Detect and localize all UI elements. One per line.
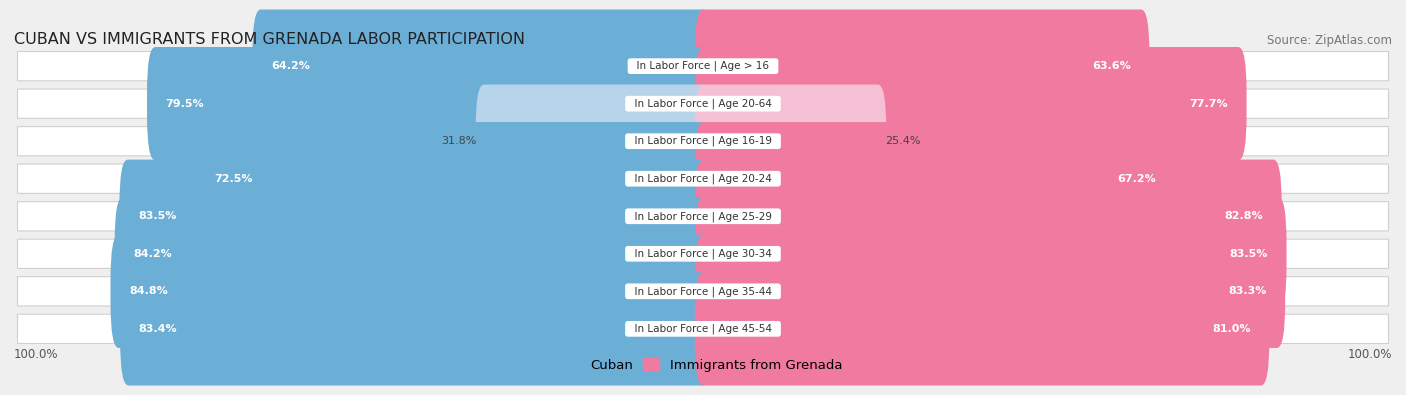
Text: 79.5%: 79.5% xyxy=(166,99,204,109)
Text: 83.5%: 83.5% xyxy=(138,211,176,221)
Legend: Cuban, Immigrants from Grenada: Cuban, Immigrants from Grenada xyxy=(558,353,848,377)
Text: In Labor Force | Age 20-24: In Labor Force | Age 20-24 xyxy=(628,173,778,184)
Text: 77.7%: 77.7% xyxy=(1189,99,1227,109)
Text: In Labor Force | Age > 16: In Labor Force | Age > 16 xyxy=(630,61,776,71)
Text: 63.6%: 63.6% xyxy=(1092,61,1130,71)
FancyBboxPatch shape xyxy=(695,235,1285,348)
Text: 83.5%: 83.5% xyxy=(1230,249,1268,259)
Text: 100.0%: 100.0% xyxy=(1347,348,1392,361)
FancyBboxPatch shape xyxy=(115,197,711,310)
FancyBboxPatch shape xyxy=(17,164,1389,194)
Text: 67.2%: 67.2% xyxy=(1116,174,1156,184)
FancyBboxPatch shape xyxy=(17,51,1389,81)
Text: Source: ZipAtlas.com: Source: ZipAtlas.com xyxy=(1267,34,1392,47)
FancyBboxPatch shape xyxy=(120,272,711,386)
Text: 64.2%: 64.2% xyxy=(271,61,309,71)
Text: In Labor Force | Age 16-19: In Labor Force | Age 16-19 xyxy=(627,136,779,147)
FancyBboxPatch shape xyxy=(253,9,711,123)
Text: 31.8%: 31.8% xyxy=(441,136,477,146)
Text: 25.4%: 25.4% xyxy=(884,136,921,146)
FancyBboxPatch shape xyxy=(17,89,1389,118)
Text: CUBAN VS IMMIGRANTS FROM GRENADA LABOR PARTICIPATION: CUBAN VS IMMIGRANTS FROM GRENADA LABOR P… xyxy=(14,32,524,47)
Text: 81.0%: 81.0% xyxy=(1212,324,1251,334)
FancyBboxPatch shape xyxy=(695,122,1174,235)
FancyBboxPatch shape xyxy=(695,272,1270,386)
Text: 72.5%: 72.5% xyxy=(214,174,252,184)
Text: 82.8%: 82.8% xyxy=(1225,211,1263,221)
FancyBboxPatch shape xyxy=(475,85,711,198)
FancyBboxPatch shape xyxy=(695,160,1282,273)
FancyBboxPatch shape xyxy=(695,197,1286,310)
FancyBboxPatch shape xyxy=(695,85,886,198)
FancyBboxPatch shape xyxy=(195,122,711,235)
Text: 83.4%: 83.4% xyxy=(139,324,177,334)
Text: In Labor Force | Age 35-44: In Labor Force | Age 35-44 xyxy=(627,286,779,297)
FancyBboxPatch shape xyxy=(111,235,711,348)
Text: 83.3%: 83.3% xyxy=(1229,286,1267,296)
FancyBboxPatch shape xyxy=(17,126,1389,156)
FancyBboxPatch shape xyxy=(695,9,1150,123)
Text: 100.0%: 100.0% xyxy=(14,348,59,361)
Text: In Labor Force | Age 30-34: In Labor Force | Age 30-34 xyxy=(628,248,778,259)
Text: In Labor Force | Age 25-29: In Labor Force | Age 25-29 xyxy=(627,211,779,222)
FancyBboxPatch shape xyxy=(120,160,711,273)
Text: In Labor Force | Age 20-64: In Labor Force | Age 20-64 xyxy=(628,98,778,109)
FancyBboxPatch shape xyxy=(17,239,1389,269)
Text: 84.8%: 84.8% xyxy=(129,286,167,296)
Text: 84.2%: 84.2% xyxy=(134,249,172,259)
FancyBboxPatch shape xyxy=(17,314,1389,344)
Text: In Labor Force | Age 45-54: In Labor Force | Age 45-54 xyxy=(627,324,779,334)
FancyBboxPatch shape xyxy=(148,47,711,160)
FancyBboxPatch shape xyxy=(17,201,1389,231)
FancyBboxPatch shape xyxy=(695,47,1247,160)
FancyBboxPatch shape xyxy=(17,276,1389,306)
